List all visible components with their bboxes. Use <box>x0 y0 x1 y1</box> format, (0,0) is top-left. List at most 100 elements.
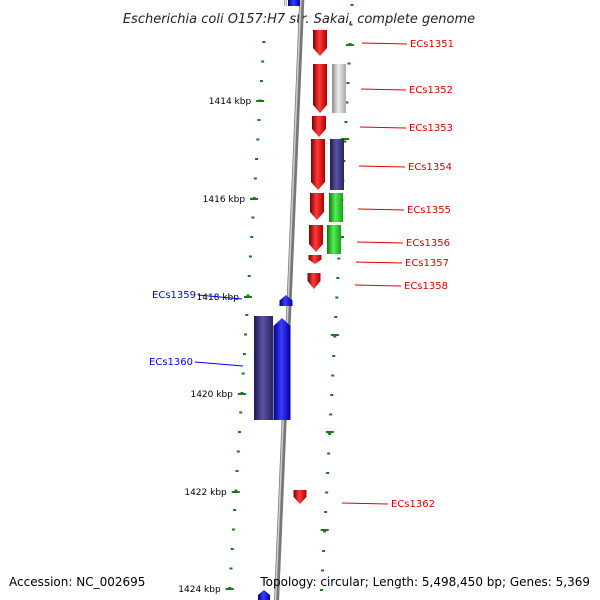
minor-tick <box>246 294 250 297</box>
gene-label-leader <box>357 208 405 211</box>
gene-ecs1360-track[interactable] <box>254 316 273 420</box>
major-tick <box>250 198 259 200</box>
minor-tick <box>346 82 350 84</box>
minor-tick <box>350 4 354 6</box>
minor-tick <box>344 121 348 123</box>
genome-summary-text: Topology: circular; Length: 5,498,450 bp… <box>259 575 590 589</box>
major-tick <box>225 588 234 590</box>
minor-tick <box>347 62 351 65</box>
gene-label[interactable]: ECs1355 <box>407 205 451 216</box>
ruler-ticks: 1414 kbp 1416 kbp 1418 kbp 1420 kbp 1422 kbp… <box>178 4 354 595</box>
gene-label-leader <box>197 294 243 300</box>
minor-tick <box>241 372 245 375</box>
gene-label-leader <box>358 165 406 168</box>
minor-tick <box>329 413 333 416</box>
ruler-label: 1416 kbp <box>203 195 246 205</box>
gene-label[interactable]: ECs1356 <box>406 238 450 249</box>
gene-ecs1352[interactable] <box>313 64 327 113</box>
gene-label[interactable]: ECs1358 <box>404 281 448 292</box>
accession-text: Accession: NC_002695 <box>9 575 145 589</box>
gene-ecs1356-track[interactable] <box>327 225 341 254</box>
minor-tick <box>262 41 266 43</box>
minor-tick <box>332 355 336 357</box>
minor-tick <box>333 335 337 338</box>
gene-ecs1351[interactable] <box>313 30 327 56</box>
minor-tick <box>253 177 257 180</box>
major-tick <box>237 393 246 395</box>
gene-ecs1362[interactable] <box>293 490 307 504</box>
gene-partial-top-edge[interactable] <box>284 0 287 6</box>
gene-label[interactable]: ECs1357 <box>405 258 449 269</box>
minor-tick <box>326 472 330 474</box>
gene-partial-top[interactable] <box>288 0 300 6</box>
minor-tick <box>244 333 248 336</box>
gene-label[interactable]: ECs1351 <box>410 39 454 50</box>
gene-label-leader <box>354 284 402 287</box>
ruler-label: 1420 kbp <box>190 390 233 400</box>
minor-tick <box>248 255 252 258</box>
minor-tick <box>242 353 246 355</box>
minor-tick <box>320 589 324 591</box>
minor-tick <box>230 548 234 550</box>
minor-tick <box>335 296 339 299</box>
minor-tick <box>245 314 249 316</box>
gene-ecs1354[interactable] <box>311 139 325 190</box>
minor-tick <box>349 23 353 26</box>
major-tick <box>345 44 354 46</box>
major-tick <box>330 334 339 336</box>
gene-label-leader <box>361 42 408 45</box>
gene-ecs1352-track[interactable] <box>332 64 346 113</box>
minor-tick <box>322 550 326 552</box>
minor-tick <box>231 528 235 531</box>
gene-label[interactable]: ECs1359 <box>152 290 196 301</box>
minor-tick <box>229 567 233 570</box>
gene-ecs1359[interactable] <box>279 295 293 306</box>
major-tick <box>231 491 240 493</box>
minor-tick <box>327 452 331 455</box>
minor-tick <box>336 277 340 279</box>
minor-tick <box>328 433 332 435</box>
minor-tick <box>321 569 325 572</box>
minor-tick <box>325 491 329 494</box>
minor-tick <box>323 530 327 533</box>
minor-tick <box>235 470 239 472</box>
gene-ecs1355[interactable] <box>310 193 324 220</box>
ruler-label: 1414 kbp <box>209 97 252 107</box>
gene-ecs1355-track[interactable] <box>329 193 343 222</box>
minor-tick <box>343 140 347 143</box>
major-tick <box>341 138 350 140</box>
gene-label[interactable]: ECs1362 <box>391 499 435 510</box>
gene-label[interactable]: ECs1353 <box>409 123 453 134</box>
minor-tick <box>345 101 349 104</box>
minor-tick <box>250 236 254 238</box>
minor-tick <box>331 374 335 377</box>
gene-ecs1360[interactable] <box>273 318 291 420</box>
ruler-label: 1424 kbp <box>178 585 221 595</box>
gene-label[interactable]: ECs1360 <box>149 357 193 368</box>
gene-label[interactable]: ECs1354 <box>408 162 452 173</box>
minor-tick <box>330 394 334 396</box>
minor-tick <box>259 80 263 82</box>
minor-tick <box>247 275 251 277</box>
gene-ecs1353[interactable] <box>312 116 326 137</box>
major-tick <box>325 431 334 433</box>
gene-ecs1358[interactable] <box>307 273 321 289</box>
minor-tick <box>255 158 259 160</box>
minor-tick <box>233 509 237 511</box>
minor-tick <box>257 119 261 121</box>
minor-tick <box>239 411 243 414</box>
gene-label[interactable]: ECs1352 <box>409 85 453 96</box>
minor-tick <box>238 431 241 433</box>
major-tick <box>243 296 252 298</box>
minor-tick <box>324 511 328 513</box>
gene-label-leader <box>360 88 407 91</box>
gene-label-leader <box>341 502 389 505</box>
gene-ecs1356[interactable] <box>309 225 323 252</box>
ruler-label: 1418 kbp <box>197 293 240 303</box>
gene-partial-bottom[interactable] <box>258 590 270 600</box>
gene-labels: ECs1351 ECs1352 ECs1353 ECs1354 ECs1355 ECs13… <box>149 39 454 510</box>
gene-ecs1357[interactable] <box>308 255 322 264</box>
gene-ecs1354-track[interactable] <box>330 139 344 190</box>
major-tick <box>320 529 329 531</box>
